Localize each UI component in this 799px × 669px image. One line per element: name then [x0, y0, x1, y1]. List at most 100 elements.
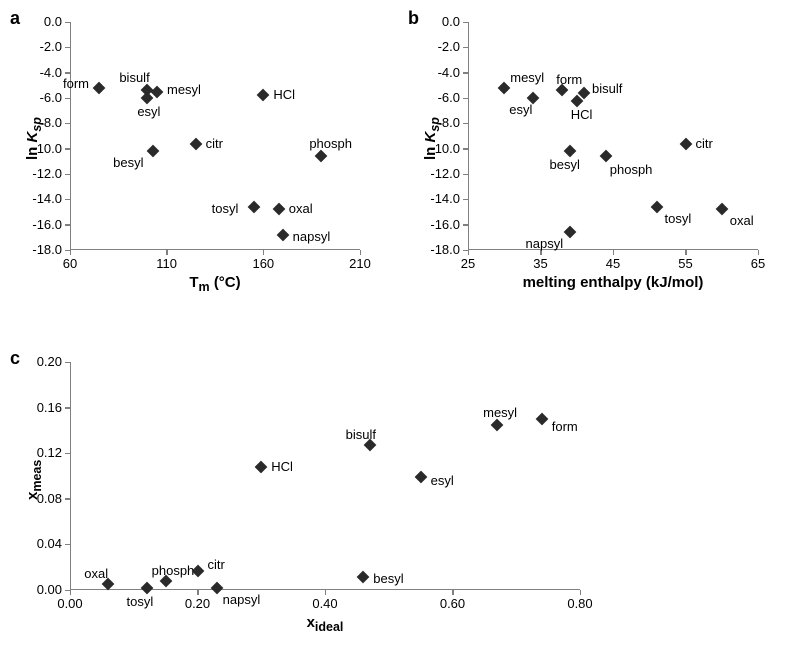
y-tick — [65, 174, 70, 176]
x-tick-label: 0.80 — [567, 596, 592, 611]
y-tick — [65, 498, 70, 500]
point-label-oxal: oxal — [84, 566, 108, 581]
y-tick — [65, 453, 70, 455]
y-tick-label: 0.0 — [442, 14, 460, 29]
point-label-tosyl: tosyl — [212, 201, 239, 216]
panel_a-ylabel: ln Ksp — [24, 117, 44, 160]
point-label-napsyl: napsyl — [223, 592, 261, 607]
point-label-citr: citr — [696, 136, 713, 151]
point-label-mesyl: mesyl — [510, 70, 544, 85]
y-tick-label: -2.0 — [438, 39, 460, 54]
point-label-form: form — [63, 76, 89, 91]
x-tick-label: 35 — [533, 256, 547, 271]
point-label-besyl: besyl — [113, 155, 143, 170]
y-tick — [463, 72, 468, 74]
y-tick — [65, 22, 70, 24]
y-tick — [463, 174, 468, 176]
point-label-phosph: phosph — [610, 162, 653, 177]
panel-label-c: c — [10, 348, 20, 369]
y-tick — [463, 47, 468, 49]
point-label-esyl: esyl — [431, 473, 454, 488]
point-label-bisulf: bisulf — [119, 70, 149, 85]
x-tick-label: 210 — [349, 256, 371, 271]
panel_c-xlabel: xideal — [307, 614, 344, 634]
point-label-esyl: esyl — [137, 104, 160, 119]
y-tick — [65, 590, 70, 592]
x-tick — [197, 590, 199, 595]
point-label-mesyl: mesyl — [483, 405, 517, 420]
y-tick-label: 0.00 — [37, 582, 62, 597]
panel_b-ylabel: ln Ksp — [422, 117, 442, 160]
point-label-bisulf: bisulf — [592, 81, 622, 96]
y-tick — [65, 224, 70, 226]
point-label-tosyl: tosyl — [665, 211, 692, 226]
point-label-esyl: esyl — [509, 102, 532, 117]
point-label-phosph: phosph — [309, 136, 352, 151]
x-tick-label: 0.20 — [185, 596, 210, 611]
panel_b-plot-area — [468, 22, 758, 250]
panel-label-a: a — [10, 8, 20, 29]
x-tick-label: 0.40 — [312, 596, 337, 611]
point-label-napsyl: napsyl — [293, 229, 331, 244]
panel_b-xlabel: melting enthalpy (kJ/mol) — [523, 274, 704, 291]
x-tick — [613, 250, 615, 255]
x-tick — [758, 250, 760, 255]
point-label-citr: citr — [206, 136, 223, 151]
y-tick-label: 0.12 — [37, 445, 62, 460]
y-tick-label: -14.0 — [32, 191, 62, 206]
point-label-HCl: HCl — [271, 459, 293, 474]
point-label-oxal: oxal — [289, 201, 313, 216]
y-tick-label: -18.0 — [32, 242, 62, 257]
y-tick — [463, 123, 468, 125]
y-tick-label: -4.0 — [40, 65, 62, 80]
y-tick-label: 0.04 — [37, 536, 62, 551]
y-tick-label: -4.0 — [438, 65, 460, 80]
y-tick — [65, 199, 70, 201]
x-tick-label: 65 — [751, 256, 765, 271]
x-tick-label: 110 — [156, 256, 177, 271]
panel_a-xlabel: Tm (°C) — [189, 274, 240, 294]
y-tick — [463, 224, 468, 226]
point-label-oxal: oxal — [730, 213, 754, 228]
y-tick-label: 0.16 — [37, 400, 62, 415]
point-label-besyl: besyl — [550, 157, 580, 172]
point-label-mesyl: mesyl — [167, 82, 201, 97]
y-tick-label: 0.20 — [37, 354, 62, 369]
y-tick-label: -14.0 — [430, 191, 460, 206]
x-tick — [580, 590, 582, 595]
panel-label-b: b — [408, 8, 419, 29]
y-tick — [463, 98, 468, 100]
point-label-form: form — [556, 72, 582, 87]
y-tick-label: -12.0 — [430, 166, 460, 181]
y-tick — [463, 148, 468, 150]
x-tick — [685, 250, 687, 255]
point-label-HCl: HCl — [571, 107, 593, 122]
point-label-napsyl: napsyl — [526, 236, 564, 251]
x-tick-label: 0.60 — [440, 596, 465, 611]
x-tick-label: 45 — [606, 256, 620, 271]
y-tick — [65, 47, 70, 49]
y-tick — [463, 250, 468, 252]
x-tick — [166, 250, 168, 255]
point-label-tosyl: tosyl — [127, 594, 154, 609]
y-tick — [65, 250, 70, 252]
y-tick-label: -12.0 — [32, 166, 62, 181]
x-tick-label: 60 — [63, 256, 77, 271]
point-label-besyl: besyl — [373, 571, 403, 586]
y-tick-label: -16.0 — [32, 217, 62, 232]
x-tick — [325, 590, 327, 595]
y-tick — [65, 407, 70, 409]
y-tick-label: -2.0 — [40, 39, 62, 54]
y-tick-label: -6.0 — [40, 90, 62, 105]
panel_c-plot-area — [70, 362, 580, 590]
point-label-bisulf: bisulf — [346, 427, 376, 442]
y-tick — [463, 22, 468, 24]
x-tick — [263, 250, 265, 255]
y-tick — [65, 72, 70, 74]
y-tick-label: -16.0 — [430, 217, 460, 232]
x-tick — [360, 250, 362, 255]
y-tick-label: -6.0 — [438, 90, 460, 105]
x-tick-label: 0.00 — [57, 596, 82, 611]
y-tick — [65, 123, 70, 125]
y-tick — [65, 544, 70, 546]
